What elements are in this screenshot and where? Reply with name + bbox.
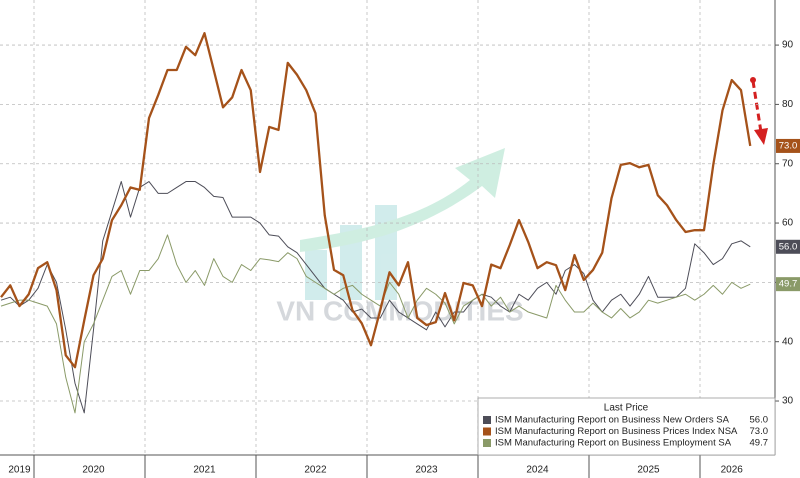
last-value-tag-label: 56.0 [779,241,798,252]
legend-label: ISM Manufacturing Report on Business New… [495,415,730,426]
x-tick-label: 2020 [82,465,105,476]
series-line [0,32,752,369]
y-tick-label: 30 [782,396,794,407]
x-tick-label: 2025 [637,465,660,476]
annotation-arrow [750,77,768,145]
legend-title: Last Price [604,403,649,414]
last-value-tag-label: 73.0 [779,140,798,151]
y-tick-label: 60 [782,218,794,229]
legend-value: 49.7 [750,438,769,449]
legend-value: 56.0 [750,415,769,426]
series-line [0,181,751,414]
legend-swatch [483,416,491,424]
x-tick-label: 2019 [8,465,31,476]
legend-label: ISM Manufacturing Report on Business Pri… [495,426,738,437]
last-value-tag [776,239,800,254]
series-line [0,234,751,414]
y-tick-label: 70 [782,158,794,169]
last-value-tag [776,277,800,292]
legend-label: ISM Manufacturing Report on Business Emp… [495,438,732,449]
legend-box [477,397,776,456]
legend: Last Price ISM Manufacturing Report on B… [477,397,776,456]
y-tick-label: 90 [782,40,794,51]
last-value-tag [776,138,800,153]
x-tick-label: 2024 [526,465,549,476]
legend-swatch [483,439,491,447]
x-tick-label: 2026 [721,465,744,476]
x-tick-label: 2021 [193,465,216,476]
decoration [300,148,505,300]
x-tick-label: 2022 [304,465,327,476]
y-tick-label: 40 [782,336,794,347]
legend-value: 73.0 [750,426,769,437]
y-tick-label: 80 [782,99,794,110]
last-value-tag-label: 49.7 [779,279,798,290]
x-tick-label: 2023 [415,465,438,476]
legend-swatch [483,427,491,436]
